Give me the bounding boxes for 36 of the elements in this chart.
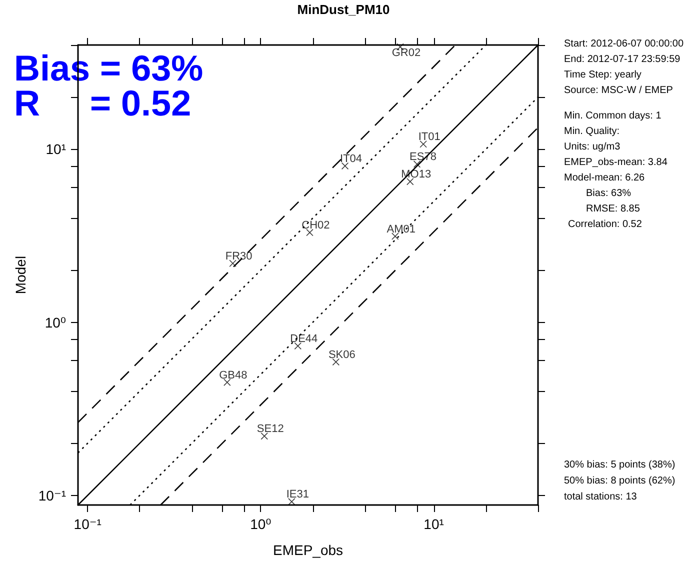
text: Model-mean: 6.26 (564, 172, 646, 184)
data-label: AM01 (386, 223, 416, 236)
text: Bias: 63% (586, 188, 632, 199)
text: 50% bias: 8 points (62%) (564, 476, 676, 486)
data-label: GB48 (219, 369, 248, 382)
x-tick-label: 10¹ (424, 516, 444, 532)
data-label: DE44 (290, 332, 318, 345)
annotation: R = 0.52 (14, 82, 192, 124)
text: Time Step: yearly (564, 70, 642, 80)
y-tick-label: 10⁻¹ (38, 487, 66, 504)
data-label: GR02 (392, 46, 421, 59)
y-axis-title: Model (12, 256, 28, 294)
text: End: 2012-07-17 23:59:59 (564, 54, 681, 65)
y-tick-label: 10⁰ (44, 314, 66, 330)
y-tick-label: 10¹ (46, 141, 66, 158)
data-label: SK06 (328, 348, 356, 361)
x-axis-title: EMEP_obs (272, 542, 344, 558)
text: Correlation: 0.52 (568, 219, 642, 230)
text: Min. Quality: (564, 126, 620, 137)
text: EMEP_obs-mean: 3.84 (564, 157, 668, 168)
text: Min. Common days: 1 (564, 110, 662, 122)
text: Units: ug/m3 (564, 142, 621, 152)
text: Start: 2012-06-07 00:00:00 (564, 38, 684, 50)
data-label: SE12 (256, 423, 284, 436)
text: total stations: 13 (564, 492, 638, 502)
text: 30% bias: 5 points (38%) (564, 460, 676, 470)
data-label: CH02 (302, 220, 330, 232)
data-label: IE31 (286, 488, 309, 501)
data-label: IT04 (340, 152, 362, 165)
x-tick-label: 10⁻¹ (74, 516, 102, 532)
source-note: Source: MSC-W / EMEP (564, 85, 674, 96)
chart-title: MinDust_PM10 (297, 2, 390, 17)
x-tick-label: 10⁰ (250, 516, 272, 532)
text: RMSE: 8.85 (586, 204, 640, 214)
data-label: IT01 (418, 131, 440, 144)
data-label: FR30 (225, 250, 252, 262)
